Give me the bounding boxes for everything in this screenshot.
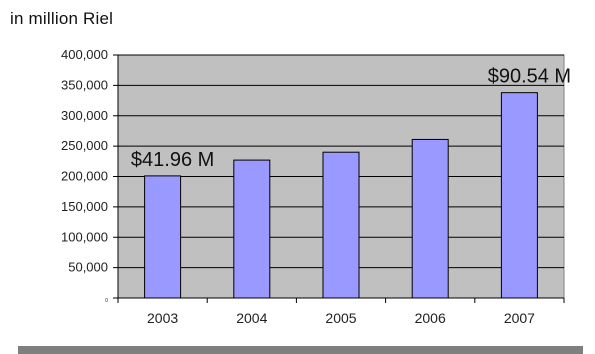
annotation-2007: $90.54 M — [488, 66, 571, 88]
y-tick-labels: 0 50,000 100,000 150,000 200,000 250,000 300,0… — [61, 47, 108, 304]
y-tick-label-6: 300,000 — [61, 108, 108, 123]
y-tick-label-3: 150,000 — [61, 199, 108, 214]
bar-2005 — [322, 151, 360, 299]
annotations: $41.96 M $90.54 M — [131, 66, 571, 171]
bottom-divider — [18, 346, 583, 354]
axes — [113, 54, 565, 303]
y-tick-label-7: 350,000 — [61, 77, 108, 92]
y-tick-label-5: 250,000 — [61, 138, 108, 153]
bar-2007 — [500, 92, 538, 299]
bar-2004 — [233, 159, 271, 299]
y-tick-label-1: 50,000 — [68, 260, 108, 275]
x-category-label-2004: 2004 — [236, 310, 267, 326]
x-category-label-2005: 2005 — [325, 310, 356, 326]
x-category-label-2003: 2003 — [147, 310, 178, 326]
bar-2006 — [411, 138, 449, 299]
y-tick-label-4: 200,000 — [61, 169, 108, 184]
y-tick-label-0: 0 — [105, 298, 108, 304]
annotation-2003: $41.96 M — [131, 149, 214, 171]
unit-caption: in million Riel — [10, 9, 114, 28]
x-category-labels: 2003 2004 2005 2006 2007 — [147, 310, 535, 326]
bars — [144, 92, 538, 299]
bar-2003 — [144, 175, 182, 299]
y-tick-label-2: 100,000 — [61, 229, 108, 244]
x-category-label-2007: 2007 — [504, 310, 535, 326]
x-category-label-2006: 2006 — [415, 310, 446, 326]
y-tick-label-8: 400,000 — [61, 47, 108, 62]
